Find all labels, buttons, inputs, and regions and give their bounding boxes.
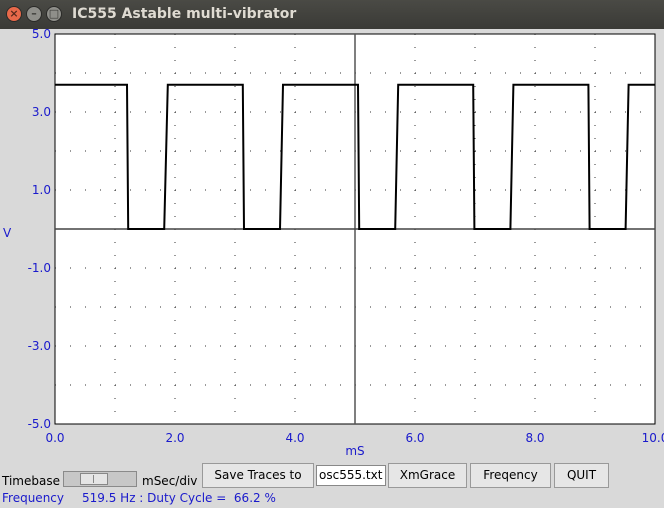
save-traces-button[interactable]: Save Traces to — [202, 463, 314, 488]
minimize-icon[interactable]: – — [26, 6, 42, 22]
title-bar: × – □ IC555 Astable multi-vibrator — [0, 0, 664, 29]
timebase-unit-label: mSec/div — [142, 474, 198, 488]
maximize-icon[interactable]: □ — [46, 6, 62, 22]
frequency-readout: 519.5 Hz : Duty Cycle = 66.2 % — [82, 491, 276, 505]
timebase-slider[interactable] — [63, 471, 137, 487]
timebase-label: Timebase — [2, 474, 60, 488]
frequency-button[interactable]: Freqency — [470, 463, 551, 488]
y-tick-label: -3.0 — [28, 339, 51, 353]
close-icon[interactable]: × — [6, 6, 22, 22]
square-wave-trace — [55, 83, 655, 230]
slider-thumb[interactable] — [80, 473, 108, 485]
x-axis-label: mS — [345, 444, 364, 458]
oscilloscope-plot: 0.0 2.0 4.0 6.0 8.0 10.0 5.0 3.0 1.0 -1.0 -3.0 -5.0… — [0, 29, 664, 460]
frequency-label: Frequency — [2, 491, 64, 505]
y-tick-label: -1.0 — [28, 261, 51, 275]
window-title: IC555 Astable multi-vibrator — [72, 6, 297, 22]
y-axis-label: V — [3, 226, 12, 240]
xmgrace-button[interactable]: XmGrace — [388, 463, 467, 488]
quit-button[interactable]: QUIT — [554, 463, 609, 488]
y-tick-label: 3.0 — [32, 105, 51, 119]
y-tick-label: -5.0 — [28, 417, 51, 431]
chart-svg: 0.0 2.0 4.0 6.0 8.0 10.0 5.0 3.0 1.0 -1.0 -3.0 -5.0… — [3, 29, 664, 458]
x-tick-label: 8.0 — [525, 431, 544, 445]
x-tick-label: 10.0 — [642, 431, 664, 445]
x-tick-label: 0.0 — [45, 431, 64, 445]
y-tick-label: 1.0 — [32, 183, 51, 197]
y-tick-label: 5.0 — [32, 29, 51, 41]
x-tick-label: 6.0 — [405, 431, 424, 445]
filename-input[interactable]: osc555.txt — [316, 465, 386, 486]
x-tick-label: 4.0 — [285, 431, 304, 445]
x-tick-label: 2.0 — [165, 431, 184, 445]
